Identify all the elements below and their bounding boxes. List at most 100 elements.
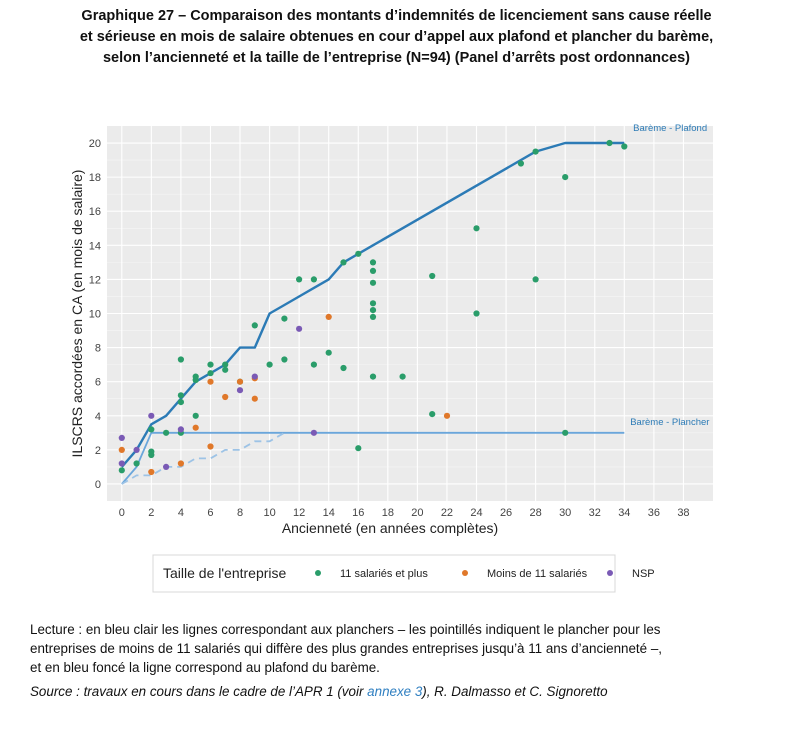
point-11-salaries-plus [266,361,273,368]
y-tick-label: 20 [89,138,101,150]
point-11-salaries-plus [148,426,155,433]
y-tick-label: 10 [89,309,101,321]
bareme-plancher-small-line [121,432,285,485]
point-11-salaries-plus [148,448,155,455]
x-tick-label: 14 [323,507,335,519]
point-nsp [310,429,317,436]
point-11-salaries-plus [222,366,229,373]
point-11-salaries-plus [429,411,436,418]
lecture-line: et en bleu foncé la ligne correspond au … [30,660,380,675]
point-moins-11-salaries [118,446,125,453]
point-nsp [118,434,125,441]
x-tick-label: 10 [263,507,275,519]
point-11-salaries-plus [473,310,480,317]
point-moins-11-salaries [148,468,155,476]
x-tick-label: 8 [237,507,243,519]
y-tick-label: 4 [95,411,101,423]
point-11-salaries-plus [118,467,125,474]
point-11-salaries-plus [281,315,288,322]
legend-marker [315,570,321,576]
point-11-salaries-plus [192,373,199,380]
legend-title: Taille de l'entreprise [163,565,287,581]
x-tick-label: 0 [119,507,125,519]
point-moins-11-salaries [443,412,451,419]
point-11-salaries-plus [340,259,347,266]
point-moins-11-salaries [192,424,199,431]
point-11-salaries-plus [369,267,377,274]
chart: 0 2 4 6 8 10 12 14 16 18 20 22 24 26 28 30 32 34 36 3802468… [69,123,713,593]
point-11-salaries-plus [340,364,347,372]
point-moins-11-salaries [251,395,258,402]
title-line: selon l’ancienneté et la taille de l’ent… [102,50,691,66]
point-11-salaries-plus [429,272,436,280]
x-tick-label: 32 [589,507,601,519]
point-11-salaries-plus [310,276,317,283]
point-11-salaries-plus [517,160,525,167]
point-11-salaries-plus [281,356,288,363]
point-11-salaries-plus [192,412,199,419]
x-tick-label: 26 [500,507,512,519]
point-nsp [118,460,125,467]
legend-entry: 11 salariés et plus [340,568,428,580]
x-axis-label: Ancienneté (en années complètes) [282,520,498,536]
x-tick-label: 18 [382,507,394,519]
x-tick-label: 16 [352,507,364,519]
point-11-salaries-plus [222,361,229,368]
point-11-salaries-plus [562,174,569,181]
point-11-salaries-plus [163,429,170,436]
point-nsp [296,325,303,332]
x-tick-label: 24 [470,507,482,519]
point-11-salaries-plus [369,313,377,320]
point-11-salaries-plus [621,143,628,150]
x-tick-label: 34 [618,507,630,519]
point-11-salaries-plus [399,373,406,380]
point-nsp [236,387,244,394]
point-nsp [148,412,155,419]
point-moins-11-salaries [207,378,214,385]
x-tick-label: 36 [648,507,660,519]
y-tick-label: 18 [89,172,101,184]
point-11-salaries-plus [133,460,140,467]
y-tick-label: 14 [89,240,101,252]
point-nsp [177,426,184,433]
point-11-salaries-plus [177,392,184,399]
point-11-salaries-plus [369,259,377,266]
y-tick-label: 6 [95,377,101,389]
y-tick-label: 12 [89,274,101,286]
point-nsp [163,463,170,470]
lecture-note: Lecture : en bleu clair les lignes corre… [30,620,770,677]
x-tick-label: 38 [677,507,689,519]
chart-title: Graphique 27 – Comparaison des montants … [10,6,783,69]
annexe-link[interactable]: annexe 3 [367,684,423,699]
point-nsp [251,373,258,380]
point-11-salaries-plus [369,307,377,314]
lecture-line: Lecture : en bleu clair les lignes corre… [30,622,661,637]
legend-marker [607,570,613,576]
title-line: Graphique 27 – Comparaison des montants … [81,8,712,24]
source-suffix: ), R. Dalmasso et C. Signoretto [422,684,608,699]
x-tick-label: 6 [207,507,213,519]
legend-box [152,554,616,593]
point-11-salaries-plus [606,139,613,147]
legend-marker [462,570,468,576]
point-nsp [133,446,140,453]
point-11-salaries-plus [369,279,377,286]
point-11-salaries-plus [310,361,317,368]
point-11-salaries-plus [207,370,214,377]
legend-entry: NSP [632,568,655,580]
bareme-plancher-line [121,431,625,485]
point-moins-11-salaries [325,313,332,320]
point-moins-11-salaries [236,378,244,385]
x-tick-label: 30 [559,507,571,519]
legend-entry: Moins de 11 salariés [487,568,588,580]
point-11-salaries-plus [251,322,258,329]
point-11-salaries-plus [296,276,303,283]
point-11-salaries-plus [369,300,377,307]
x-tick-label: 28 [530,507,542,519]
point-11-salaries-plus [177,356,184,363]
x-tick-label: 20 [411,507,423,519]
point-11-salaries-plus [369,373,377,380]
label-bareme-plancher: Barème - Plancher [630,417,709,428]
y-axis-label: ILSCRS accordées en CA (en mois de salai… [69,170,85,458]
point-11-salaries-plus [532,148,539,155]
